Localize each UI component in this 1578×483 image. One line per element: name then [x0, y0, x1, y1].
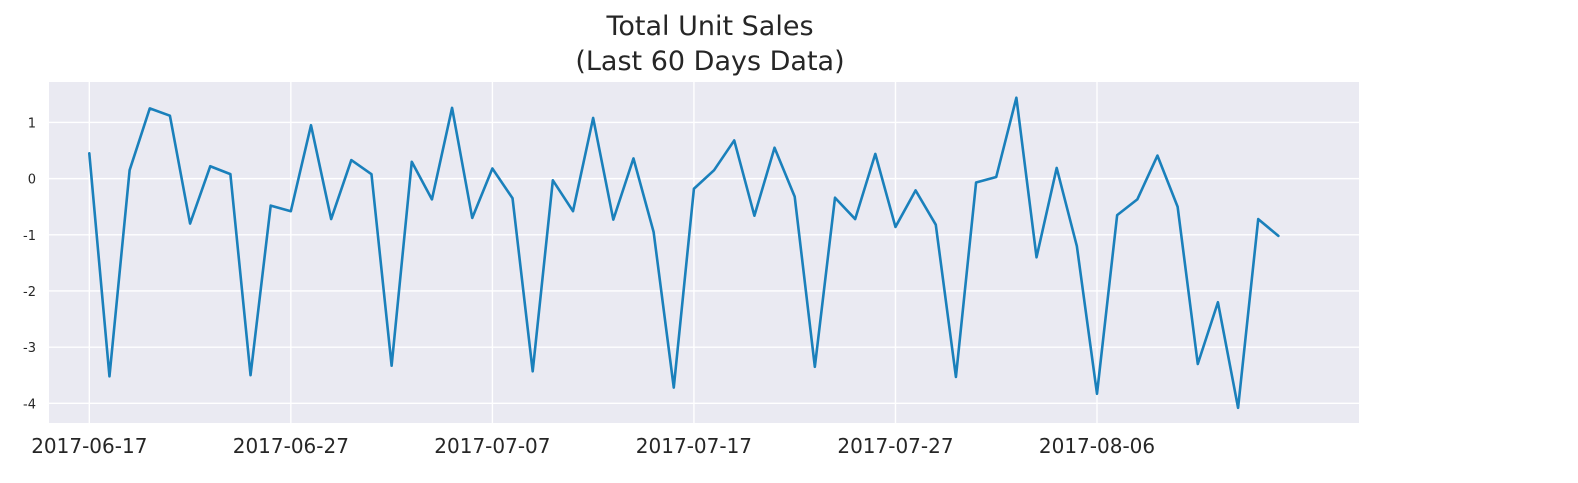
x-tick-label: 2017-07-07: [434, 434, 550, 458]
y-tick-label: 1: [28, 116, 36, 131]
plot-area: [49, 82, 1359, 423]
x-tick-label: 2017-06-17: [31, 434, 147, 458]
y-tick-label: -1: [23, 229, 36, 244]
y-tick-label: 0: [28, 173, 36, 188]
y-axis-labels: 1 0 -1 -2 -3 -4: [23, 116, 36, 412]
x-tick-label: 2017-06-27: [233, 434, 349, 458]
chart-title: Total Unit Sales: [606, 11, 814, 42]
x-tick-label: 2017-08-06: [1039, 434, 1155, 458]
y-tick-label: -3: [23, 341, 36, 356]
y-tick-label: -2: [23, 285, 36, 300]
series-group: [88, 96, 1280, 410]
series-line: [88, 96, 1280, 410]
x-axis-labels: 2017-06-17 2017-06-27 2017-07-07 2017-07-17…: [31, 434, 1155, 458]
x-tick-label: 2017-07-17: [636, 434, 752, 458]
chart-subtitle: (Last 60 Days Data): [575, 46, 845, 77]
y-tick-label: -4: [23, 397, 36, 412]
x-tick-label: 2017-07-27: [837, 434, 953, 458]
